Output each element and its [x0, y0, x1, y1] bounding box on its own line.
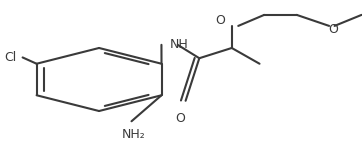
Text: O: O	[215, 14, 225, 27]
Text: NH₂: NH₂	[122, 128, 145, 141]
Text: NH: NH	[170, 38, 188, 51]
Text: O: O	[329, 23, 338, 36]
Text: O: O	[175, 112, 185, 125]
Text: Cl: Cl	[4, 51, 16, 64]
